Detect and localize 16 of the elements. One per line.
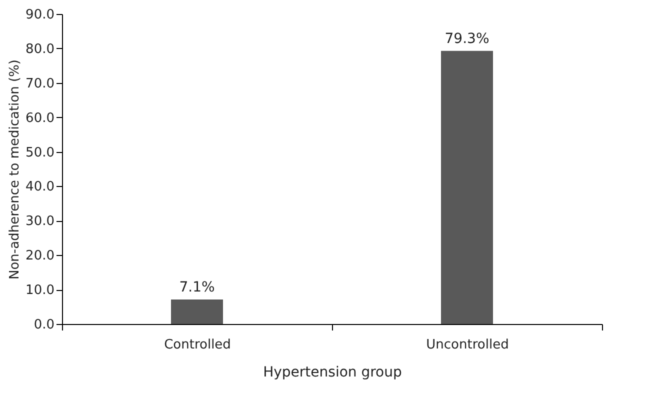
y-tick-label: 90.0 [26, 8, 54, 22]
y-axis-title: Non-adherence to medication (%) [8, 60, 23, 280]
y-tick-label: 20.0 [26, 248, 54, 264]
data-label: 7.1% [179, 280, 215, 296]
x-axis-title: Hypertension group [263, 364, 402, 380]
y-tick-label: 80.0 [26, 42, 54, 57]
x-tick-label: Uncontrolled [426, 338, 509, 352]
y-tick-label: 70.0 [26, 76, 54, 92]
data-label: 79.3% [444, 30, 490, 47]
y-tick-label: 40.0 [26, 180, 54, 195]
y-tick-label: 0.0 [34, 318, 54, 332]
x-tick-label: Controlled [164, 338, 231, 352]
y-tick-label: 30.0 [26, 214, 54, 230]
y-tick-label: 50.0 [26, 145, 54, 160]
y-tick-label: 60.0 [26, 110, 54, 126]
y-tick-label: 10.0 [26, 283, 54, 298]
